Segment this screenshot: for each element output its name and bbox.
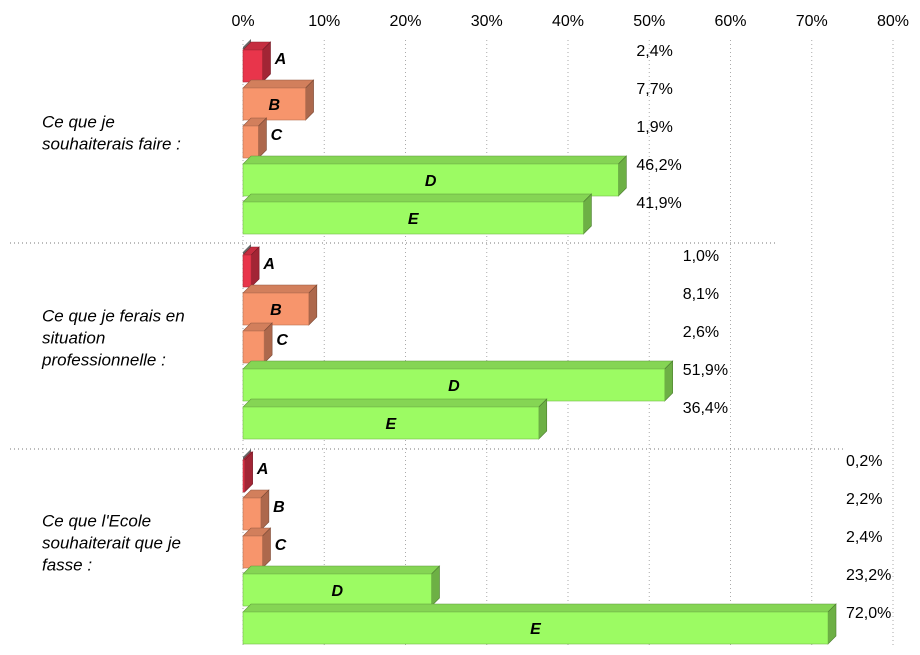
- x-tick-label: 70%: [796, 13, 828, 30]
- category-label: situation: [42, 328, 105, 347]
- bar: [242, 611, 829, 645]
- category-label: Ce que je ferais en: [42, 306, 185, 325]
- bar: [242, 535, 263, 569]
- category-label: fasse :: [42, 555, 92, 574]
- bar-top: [242, 79, 315, 89]
- bar-group: [242, 489, 270, 531]
- x-tick-label: 20%: [389, 13, 421, 30]
- bar-top: [242, 603, 837, 613]
- value-label: 72,0%: [846, 605, 891, 622]
- x-tick-label: 10%: [308, 13, 340, 30]
- bar: [242, 163, 619, 197]
- x-tick-label: 50%: [633, 13, 665, 30]
- value-label: 23,2%: [846, 567, 891, 584]
- value-label: 8,1%: [683, 286, 719, 303]
- bar: [242, 459, 245, 493]
- value-label: 1,0%: [683, 248, 719, 265]
- category-label: souhaiterais faire :: [42, 134, 181, 153]
- bar-letter: B: [269, 97, 281, 114]
- x-tick-label: 0%: [231, 13, 254, 30]
- bar-letter: D: [331, 583, 343, 600]
- bar-group: [242, 155, 628, 197]
- bar-letter: B: [270, 302, 282, 319]
- bar: [242, 125, 259, 159]
- bar-top: [242, 284, 318, 294]
- bar-letter: D: [448, 378, 460, 395]
- bar-group: [242, 603, 837, 645]
- bar-top: [242, 193, 593, 203]
- category-label: Ce que l'Ecole: [42, 511, 151, 530]
- bar-group: [242, 451, 254, 493]
- x-tick-label: 30%: [471, 13, 503, 30]
- value-label: 7,7%: [636, 81, 672, 98]
- value-label: 0,2%: [846, 453, 882, 470]
- bar-letter: D: [425, 173, 437, 190]
- bar: [242, 406, 540, 440]
- bar-letter: B: [273, 499, 285, 516]
- bar: [242, 49, 263, 83]
- bar-letter: E: [530, 621, 542, 638]
- bar-group: [242, 41, 272, 83]
- x-tick-label: 80%: [877, 13, 909, 30]
- bar-group: [242, 193, 593, 235]
- value-label: 1,9%: [636, 119, 672, 136]
- value-label: 46,2%: [636, 157, 681, 174]
- bar: [242, 87, 306, 121]
- bar-letter: E: [408, 211, 420, 228]
- value-label: 2,4%: [636, 43, 672, 60]
- bar-top: [242, 565, 441, 575]
- category-label: professionnelle :: [41, 350, 166, 369]
- bar-letter: A: [256, 461, 269, 478]
- bar-group: [242, 79, 315, 121]
- bar-group: [242, 117, 268, 159]
- bar-group: [242, 398, 548, 440]
- bar-top: [242, 155, 628, 165]
- bar: [242, 292, 310, 326]
- bar-letter: C: [271, 127, 283, 144]
- bar: [242, 368, 665, 402]
- bar-letter: C: [275, 537, 287, 554]
- bar-group: [242, 565, 441, 607]
- value-label: 2,2%: [846, 491, 882, 508]
- bar: [242, 201, 584, 235]
- bar-letter: E: [386, 416, 398, 433]
- bar-group: [242, 284, 318, 326]
- value-label: 41,9%: [636, 195, 681, 212]
- bar-top: [242, 360, 674, 370]
- x-tick-label: 40%: [552, 13, 584, 30]
- x-tick-label: 60%: [714, 13, 746, 30]
- bar-group: [242, 527, 272, 569]
- bar-group: [242, 246, 260, 288]
- bar: [242, 497, 262, 531]
- value-label: 2,6%: [683, 324, 719, 341]
- category-label: souhaiterait que je: [42, 533, 181, 552]
- bar-letter: A: [262, 256, 275, 273]
- bar-top: [242, 398, 548, 408]
- bar-group: [242, 322, 273, 364]
- value-label: 51,9%: [683, 362, 728, 379]
- bar-group: [242, 360, 674, 402]
- bar-letter: A: [274, 51, 287, 68]
- bar-letter: C: [276, 332, 288, 349]
- category-label: Ce que je: [42, 112, 115, 131]
- bar: [242, 330, 265, 364]
- bar: [242, 573, 432, 607]
- value-label: 36,4%: [683, 400, 728, 417]
- bar: [242, 254, 252, 288]
- value-label: 2,4%: [846, 529, 882, 546]
